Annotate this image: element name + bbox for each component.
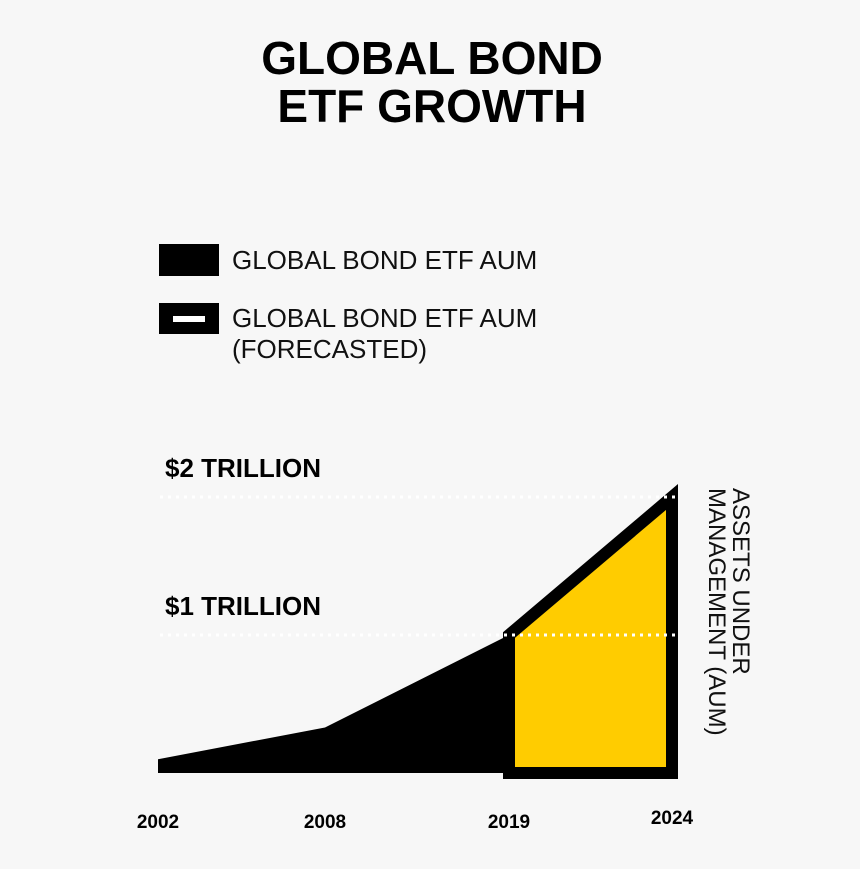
legend-label: GLOBAL BOND ETF AUM (FORECASTED)	[232, 303, 538, 364]
legend-swatch	[159, 303, 219, 334]
legend-swatch	[159, 244, 219, 276]
x-tick-label: 2024	[651, 808, 694, 829]
x-tick-label: 2002	[137, 812, 179, 833]
x-tick-label: 2019	[488, 812, 530, 833]
area	[503, 484, 678, 779]
y-axis-label: ASSETS UNDER MANAGEMENT (AUM)	[703, 488, 754, 736]
legend-swatch-dash	[173, 316, 205, 322]
x-tick-label: 2008	[304, 812, 346, 833]
legend-label: GLOBAL BOND ETF AUM	[232, 245, 538, 275]
chart-title: GLOBAL BOND ETF GROWTH	[261, 32, 603, 132]
y-tick-label: $2 TRILLION	[165, 453, 321, 483]
area	[158, 635, 509, 773]
y-tick-label: $1 TRILLION	[165, 591, 321, 621]
